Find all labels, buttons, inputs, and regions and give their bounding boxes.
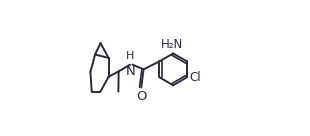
Text: H₂N: H₂N [161,38,183,50]
Text: O: O [136,90,146,103]
Text: Cl: Cl [189,71,201,84]
Text: N: N [126,65,135,78]
Text: H: H [126,51,135,61]
